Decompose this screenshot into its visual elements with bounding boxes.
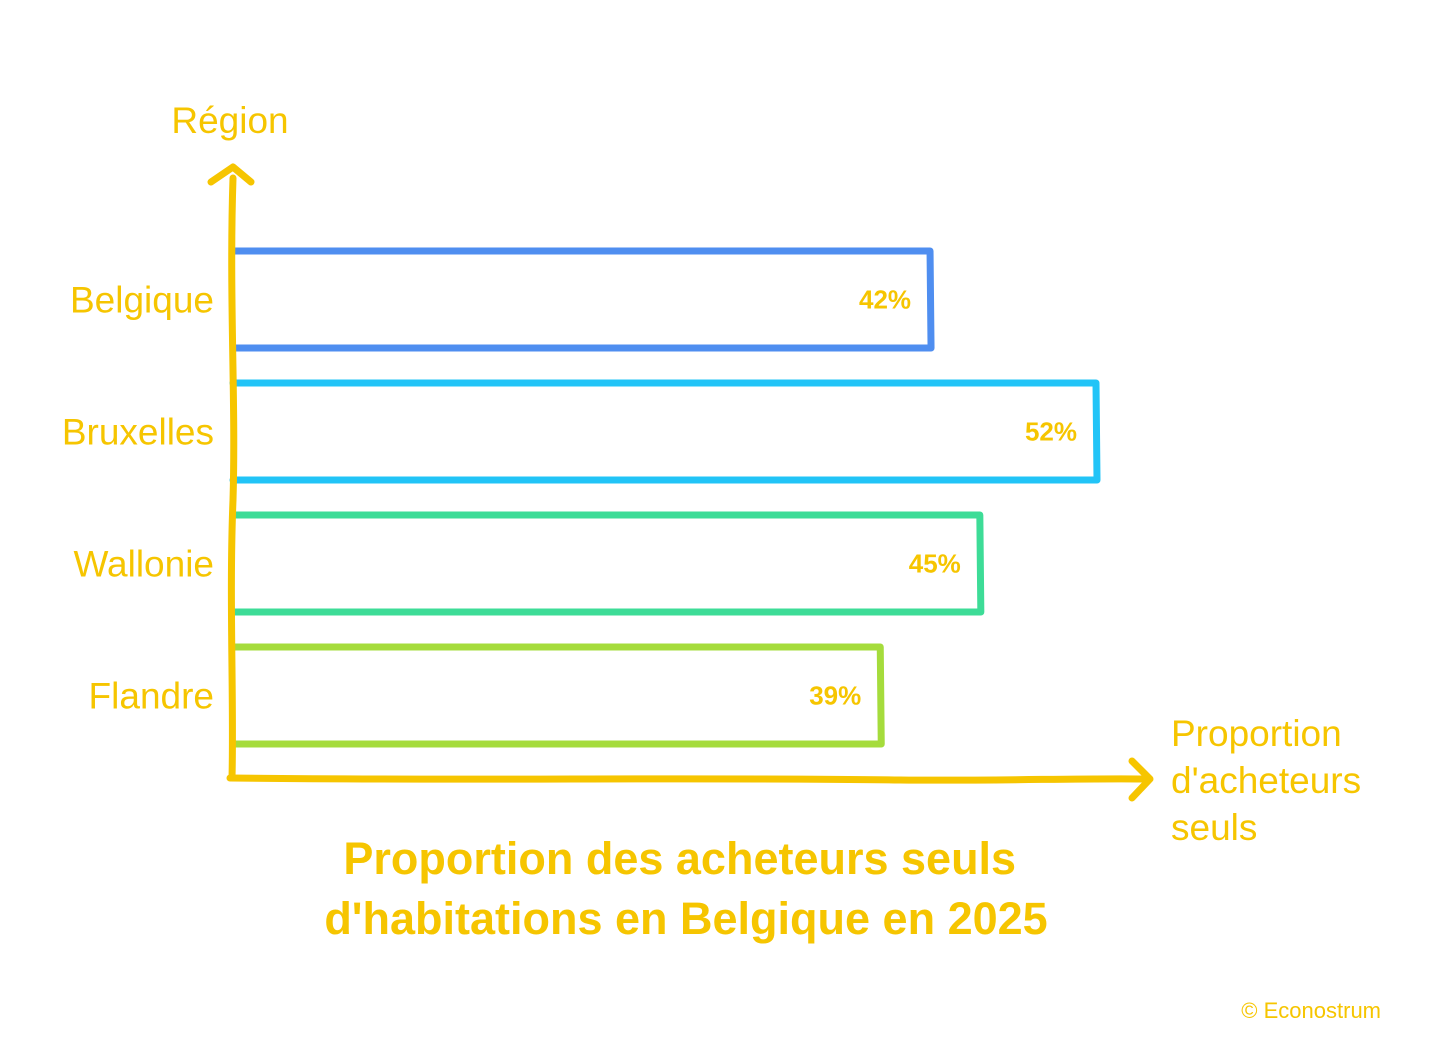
value-label-wallonie: 45% (909, 549, 961, 579)
category-label-bruxelles: Bruxelles (62, 412, 214, 453)
bar-flandre (229, 642, 885, 749)
bar-wallonie (229, 510, 985, 617)
x-axis-title-line-3: seuls (1171, 807, 1257, 848)
value-label-bruxelles: 52% (1025, 417, 1077, 447)
x-axis-arrowhead (1128, 757, 1154, 802)
value-label-belgique: 42% (859, 285, 911, 315)
chart-title-line-1: Proportion des acheteurs seuls (343, 833, 1016, 884)
y-axis-title: Région (171, 100, 288, 141)
credit-text: © Econostrum (1241, 998, 1381, 1023)
x-axis-line (226, 774, 1152, 784)
x-axis-title-line-2: d'acheteurs (1171, 760, 1361, 801)
x-axis-title: Proportion d'acheteurs seuls (1171, 713, 1371, 848)
bars-group: 42% Belgique 52% Bruxelles 45% Wallonie 39% Fla… (62, 246, 1101, 749)
category-label-belgique: Belgique (70, 280, 214, 321)
category-label-flandre: Flandre (89, 676, 214, 717)
x-axis-title-line-1: Proportion (1171, 713, 1342, 754)
chart-title-line-2: d'habitations en Belgique en 2025 (324, 893, 1047, 944)
y-axis-line (227, 174, 238, 782)
bar-belgique (229, 246, 935, 353)
y-axis-arrowhead (207, 163, 255, 186)
axes (207, 163, 1154, 802)
bar-bruxelles (229, 378, 1101, 485)
chart-title: Proportion des acheteurs seuls d'habitat… (324, 833, 1047, 944)
value-label-flandre: 39% (809, 681, 861, 711)
category-label-wallonie: Wallonie (73, 544, 214, 585)
